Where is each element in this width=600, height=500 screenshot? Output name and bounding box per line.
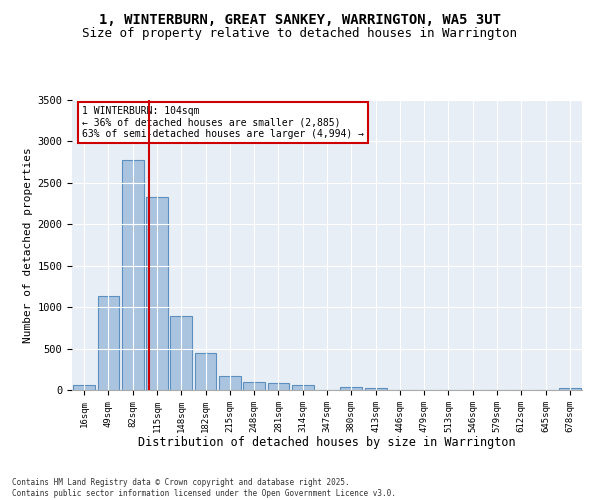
Bar bbox=[243, 382, 265, 390]
Bar bbox=[365, 388, 386, 390]
Text: Contains HM Land Registry data © Crown copyright and database right 2025.
Contai: Contains HM Land Registry data © Crown c… bbox=[12, 478, 396, 498]
Y-axis label: Number of detached properties: Number of detached properties bbox=[23, 147, 33, 343]
Bar bbox=[73, 386, 95, 390]
Text: 1 WINTERBURN: 104sqm
← 36% of detached houses are smaller (2,885)
63% of semi-de: 1 WINTERBURN: 104sqm ← 36% of detached h… bbox=[82, 106, 364, 139]
Bar bbox=[170, 316, 192, 390]
Bar bbox=[122, 160, 143, 390]
Bar bbox=[97, 296, 119, 390]
X-axis label: Distribution of detached houses by size in Warrington: Distribution of detached houses by size … bbox=[138, 436, 516, 449]
Bar bbox=[340, 386, 362, 390]
Bar bbox=[146, 197, 168, 390]
Bar bbox=[292, 386, 314, 390]
Bar bbox=[268, 383, 289, 390]
Bar bbox=[219, 376, 241, 390]
Text: Size of property relative to detached houses in Warrington: Size of property relative to detached ho… bbox=[83, 28, 517, 40]
Bar bbox=[559, 388, 581, 390]
Bar bbox=[194, 353, 217, 390]
Text: 1, WINTERBURN, GREAT SANKEY, WARRINGTON, WA5 3UT: 1, WINTERBURN, GREAT SANKEY, WARRINGTON,… bbox=[99, 12, 501, 26]
